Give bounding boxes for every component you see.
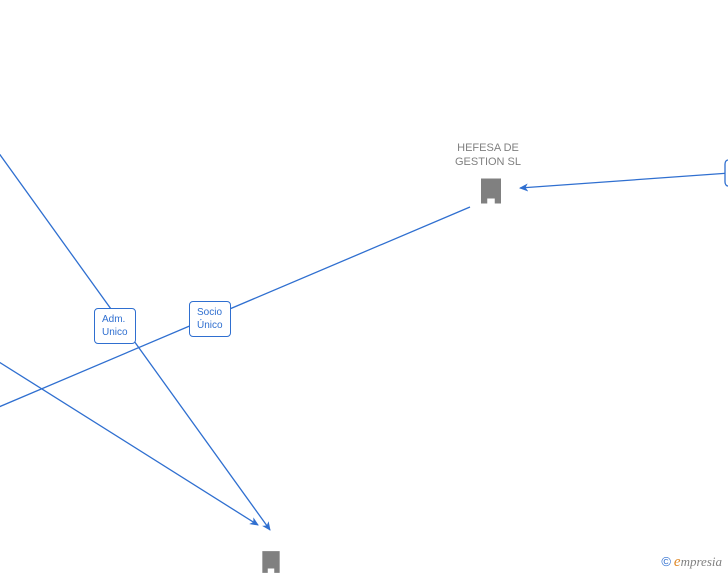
node-label-line: HEFESA DE (457, 142, 519, 154)
watermark-text: mpresia (681, 554, 722, 569)
node-label-line: GESTION SL (455, 156, 521, 168)
building-icon (258, 549, 284, 575)
edge-label-line: Unico (102, 327, 128, 338)
watermark: ©empresia (661, 554, 722, 571)
building-icon (476, 176, 506, 211)
diagram-canvas: HEFESA DE GESTION SL Socio Único Adm. Un… (0, 0, 728, 575)
edge-label-socio-unico: Socio Único (189, 301, 231, 337)
edge-label-line: Socio (197, 307, 222, 318)
edge-label-line: Adm. (102, 314, 125, 325)
node-label-hefesa: HEFESA DE GESTION SL (455, 142, 521, 170)
copyright-symbol: © (661, 554, 671, 569)
watermark-e: e (674, 554, 681, 570)
edge-label-line: Único (197, 320, 223, 331)
edge-label-adm-unico: Adm. Unico (94, 308, 136, 344)
edges-layer (0, 0, 728, 575)
